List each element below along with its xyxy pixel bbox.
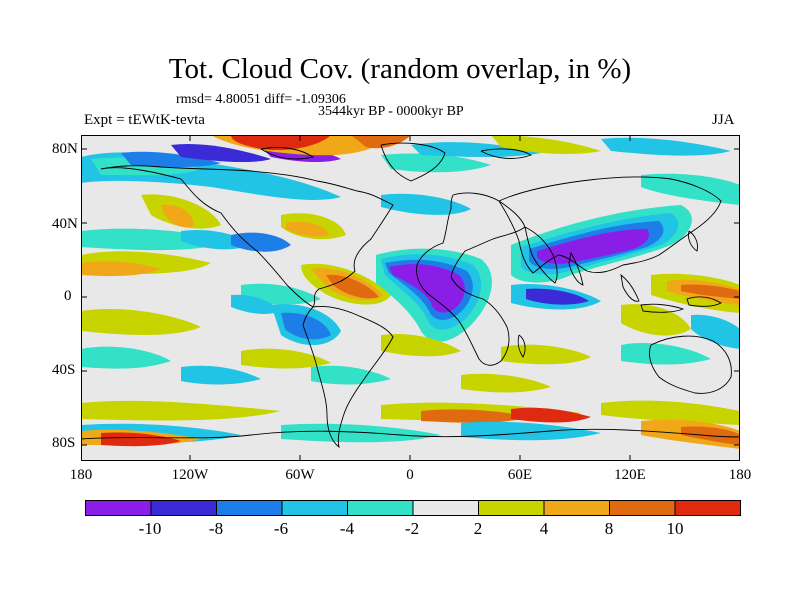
colorbar-label-8: 8	[604, 519, 614, 538]
stats-text: rmsd= 4.80051 diff= -1.09306	[176, 92, 346, 107]
colorbar-label-minus6: -6	[273, 519, 289, 538]
anomaly-field	[81, 135, 740, 449]
colorbar-box	[674, 500, 741, 516]
colorbar-box	[150, 500, 217, 516]
lat-label-40n: 40N	[52, 216, 78, 232]
lat-label-40s: 40S	[52, 362, 76, 378]
period-text: 3544kyr BP - 0000kyr BP	[318, 104, 464, 119]
colorbar-box	[478, 500, 545, 516]
colorbar-box	[216, 500, 283, 516]
colorbar-box	[609, 500, 676, 516]
lon-label-0: 0	[406, 467, 414, 483]
colorbar-label-2: 2	[473, 519, 483, 538]
lon-label-120e: 120E	[614, 467, 646, 483]
lat-label-80s: 80S	[52, 435, 76, 451]
lon-label-180w: 180	[69, 467, 93, 483]
lon-label-120w: 120W	[171, 467, 209, 483]
colorbar-label-4: 4	[539, 519, 549, 538]
colorbar-box	[412, 500, 479, 516]
colorbar-label-minus8: -8	[208, 519, 224, 538]
colorbar	[85, 500, 741, 516]
lat-label-0: 0	[64, 288, 72, 304]
colorbar-label-minus2: -2	[404, 519, 420, 538]
colorbar-box	[85, 500, 152, 516]
colorbar-box	[347, 500, 414, 516]
season-label: JJA	[712, 112, 735, 128]
map-ticks	[81, 135, 740, 461]
lon-label-60e: 60E	[507, 467, 533, 483]
map-title: Tot. Cloud Cov. (random overlap, in %)	[168, 53, 632, 85]
lat-label-80n: 80N	[52, 141, 78, 157]
anomaly-map	[81, 135, 740, 461]
colorbar-box	[281, 500, 348, 516]
colorbar-label-10: 10	[666, 519, 684, 538]
lon-label-60w: 60W	[285, 467, 315, 483]
colorbar-label-minus4: -4	[339, 519, 355, 538]
lon-label-180e: 180	[728, 467, 752, 483]
experiment-label: Expt = tEWtK-tevta	[84, 112, 205, 128]
colorbar-box	[543, 500, 610, 516]
coastlines	[81, 142, 740, 449]
colorbar-label-minus10: -10	[138, 519, 162, 538]
